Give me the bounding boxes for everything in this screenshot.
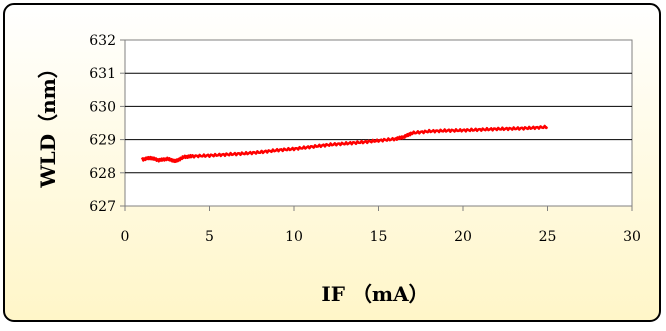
y-tick-label: 627: [89, 199, 116, 215]
x-tick-label: 10: [285, 229, 303, 245]
y-tick-label: 632: [89, 33, 116, 49]
y-axis-title: WLD（nm）: [36, 58, 60, 189]
y-tick-label: 629: [89, 133, 116, 149]
x-tick-label: 0: [121, 229, 130, 245]
y-tick-label: 630: [89, 99, 116, 115]
x-tick-label: 20: [454, 229, 472, 245]
plot-area: [124, 39, 633, 207]
y-tick-label: 631: [89, 66, 116, 82]
series-layer: [140, 124, 549, 164]
x-tick-label: 30: [623, 229, 641, 245]
series-line-0: [140, 124, 549, 164]
x-tick-labels: 0 5 10 15 20 25 30: [121, 206, 641, 245]
x-tick-label: 15: [370, 229, 388, 245]
x-tick-label: 5: [205, 229, 214, 245]
y-tick-label: 628: [89, 166, 116, 182]
x-axis-title: IF （mA）: [321, 282, 428, 306]
y-tick-labels: 627 628 629 630 631 632: [89, 33, 116, 215]
x-tick-label: 25: [539, 229, 557, 245]
